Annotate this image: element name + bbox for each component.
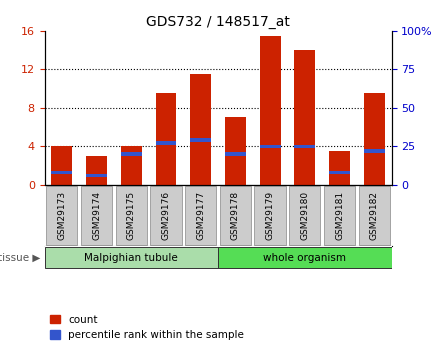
Text: GSM29173: GSM29173 bbox=[57, 191, 66, 240]
Bar bbox=[190, 74, 211, 185]
Bar bbox=[295, 145, 315, 148]
Bar bbox=[295, 50, 315, 185]
FancyBboxPatch shape bbox=[44, 247, 218, 268]
Bar bbox=[225, 152, 246, 156]
Text: Malpighian tubule: Malpighian tubule bbox=[85, 253, 178, 263]
Bar bbox=[52, 146, 72, 185]
Bar bbox=[156, 141, 176, 145]
Bar bbox=[156, 93, 176, 185]
Text: GSM29181: GSM29181 bbox=[335, 191, 344, 240]
Bar bbox=[260, 145, 280, 148]
Text: GSM29175: GSM29175 bbox=[127, 191, 136, 240]
Text: GSM29178: GSM29178 bbox=[231, 191, 240, 240]
Text: GSM29176: GSM29176 bbox=[162, 191, 170, 240]
Bar bbox=[86, 156, 107, 185]
FancyBboxPatch shape bbox=[289, 186, 320, 245]
Bar bbox=[52, 171, 72, 174]
FancyBboxPatch shape bbox=[359, 186, 390, 245]
Text: GSM29179: GSM29179 bbox=[266, 191, 275, 240]
FancyBboxPatch shape bbox=[324, 186, 355, 245]
Text: tissue ▶: tissue ▶ bbox=[0, 253, 40, 263]
Bar bbox=[86, 174, 107, 177]
Bar bbox=[121, 152, 142, 156]
Title: GDS732 / 148517_at: GDS732 / 148517_at bbox=[146, 14, 290, 29]
FancyBboxPatch shape bbox=[220, 186, 251, 245]
FancyBboxPatch shape bbox=[46, 186, 77, 245]
Text: GSM29180: GSM29180 bbox=[300, 191, 309, 240]
FancyBboxPatch shape bbox=[81, 186, 112, 245]
Legend: count, percentile rank within the sample: count, percentile rank within the sample bbox=[50, 315, 244, 340]
Text: GSM29174: GSM29174 bbox=[92, 191, 101, 240]
FancyBboxPatch shape bbox=[150, 186, 182, 245]
Text: whole organism: whole organism bbox=[263, 253, 346, 263]
Bar bbox=[121, 146, 142, 185]
FancyBboxPatch shape bbox=[255, 186, 286, 245]
Bar bbox=[329, 151, 350, 185]
Bar bbox=[364, 149, 384, 152]
Text: GSM29182: GSM29182 bbox=[370, 191, 379, 240]
Bar bbox=[260, 36, 280, 185]
Bar bbox=[225, 117, 246, 185]
Text: GSM29177: GSM29177 bbox=[196, 191, 205, 240]
FancyBboxPatch shape bbox=[218, 247, 392, 268]
Bar bbox=[364, 93, 384, 185]
Bar bbox=[190, 138, 211, 142]
Bar bbox=[329, 171, 350, 174]
FancyBboxPatch shape bbox=[116, 186, 147, 245]
FancyBboxPatch shape bbox=[185, 186, 216, 245]
